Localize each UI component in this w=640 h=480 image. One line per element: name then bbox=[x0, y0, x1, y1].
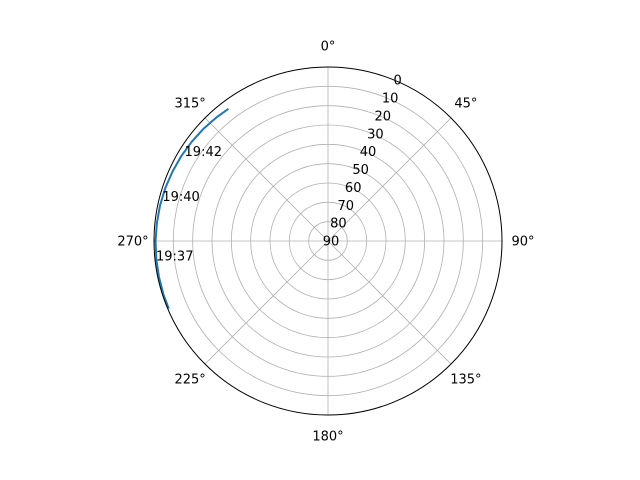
radial-tick-label: 70 bbox=[338, 199, 355, 214]
tick-labels: 0° 45° 90° 135° 180° 225° 270° 315° 0 10 20 30 40 50 6… bbox=[117, 40, 534, 445]
radial-tick-label: 80 bbox=[330, 217, 347, 232]
polar-grid bbox=[154, 67, 502, 415]
radial-tick-label: 10 bbox=[382, 92, 399, 107]
radial-tick-label: 0 bbox=[393, 74, 401, 89]
data-series bbox=[154, 108, 229, 309]
radial-tick-label: 60 bbox=[345, 181, 362, 196]
radial-gridline bbox=[230, 143, 426, 339]
time-annotation: 19:37 bbox=[156, 250, 193, 265]
angle-tick-label: 225° bbox=[174, 372, 205, 387]
angle-tick-label: 90° bbox=[511, 235, 534, 250]
radial-tick-label: 20 bbox=[375, 109, 392, 124]
radial-gridline bbox=[192, 105, 464, 377]
radial-gridline bbox=[288, 201, 368, 281]
angle-tick-label: 270° bbox=[117, 235, 148, 250]
angle-tick-label: 315° bbox=[174, 97, 205, 112]
radial-tick-label: 50 bbox=[352, 163, 369, 178]
time-annotation: 19:40 bbox=[162, 190, 199, 205]
angle-gridline bbox=[204, 240, 329, 365]
radial-tick-label: 90 bbox=[323, 235, 340, 250]
angle-tick-label: 0° bbox=[321, 40, 336, 55]
radial-gridline bbox=[211, 124, 445, 358]
time-annotation: 19:42 bbox=[185, 145, 222, 160]
radial-tick-label: 40 bbox=[360, 145, 377, 160]
angle-gridline bbox=[204, 117, 329, 242]
angle-gridline bbox=[327, 240, 452, 365]
angle-tick-label: 135° bbox=[450, 372, 481, 387]
polar-frame bbox=[153, 66, 503, 416]
radial-tick-label: 30 bbox=[367, 127, 384, 142]
angle-tick-label: 180° bbox=[312, 430, 343, 445]
radial-gridline bbox=[172, 85, 484, 397]
angle-gridline bbox=[327, 117, 452, 242]
annotations: 19:37 19:40 19:42 bbox=[156, 145, 222, 265]
series-line bbox=[154, 108, 229, 309]
radial-gridline bbox=[250, 163, 406, 319]
radial-gridline bbox=[308, 221, 348, 261]
angle-tick-label: 45° bbox=[454, 97, 477, 112]
radial-gridline bbox=[269, 182, 387, 300]
